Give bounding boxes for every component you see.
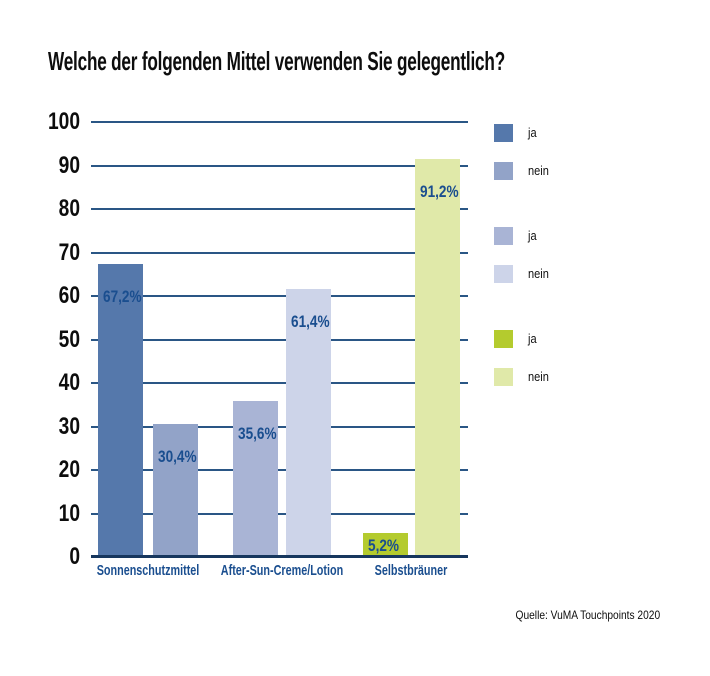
gridline [91,338,468,341]
bar-value-label-after-sun-creme-lotion-ja: 35,6% [238,424,277,443]
bar-value-label-sonnenschutzmittel-ja: 67,2% [103,287,142,306]
gridline [91,251,468,254]
legend-swatch-sonnenschutzmittel-ja [494,124,513,142]
chart-title: Welche der folgenden Mittel verwenden Si… [48,46,505,76]
bar-value-label-selbstbr-uner-ja: 5,2% [368,536,399,555]
legend-label-after-sun-creme-lotion-ja: ja [528,228,537,243]
bar-selbstbr-uner-nein [415,159,460,556]
legend-swatch-after-sun-creme-lotion-nein [494,265,513,283]
gridline [91,208,468,210]
gridline [91,425,468,428]
gridline [91,164,468,167]
gridline [91,121,468,123]
bar-value-label-selbstbr-uner-nein: 91,2% [420,182,459,201]
y-axis-tick-label: 80 [58,195,80,222]
y-axis-tick-label: 10 [58,499,80,527]
legend-label-after-sun-creme-lotion-nein: nein [528,266,549,281]
legend-swatch-after-sun-creme-lotion-ja [494,227,513,245]
y-axis-tick-label: 70 [58,238,80,266]
bar-selbstbr-uner-ja [363,533,408,556]
x-axis-label-selbstbr-uner: Selbstbräuner [374,562,448,579]
legend-swatch-selbstbr-uner-nein [494,368,513,386]
bar-value-label-sonnenschutzmittel-nein: 30,4% [158,447,197,466]
y-axis-tick-label: 40 [58,369,80,396]
gridline [91,295,468,297]
gridline [91,512,468,515]
x-axis-line [91,555,468,558]
y-axis-tick-label: 90 [58,151,80,179]
legend-label-sonnenschutzmittel-ja: ja [528,125,537,140]
y-axis-tick-label: 60 [58,282,80,309]
bar-value-label-after-sun-creme-lotion-nein: 61,4% [291,312,330,331]
y-axis-tick-label: 50 [58,325,80,353]
legend-swatch-sonnenschutzmittel-nein [494,162,513,180]
legend-label-sonnenschutzmittel-nein: nein [528,163,549,178]
y-axis-tick-label: 0 [69,543,80,570]
bar-sonnenschutzmittel-nein [153,424,198,556]
legend-swatch-selbstbr-uner-ja [494,330,513,348]
legend-label-selbstbr-uner-nein: nein [528,369,549,384]
y-axis-tick-label: 100 [47,108,80,135]
y-axis-tick-label: 20 [58,456,80,483]
bar-after-sun-creme-lotion-nein [286,289,331,556]
x-axis-label-sonnenschutzmittel: Sonnenschutzmittel [96,562,200,579]
gridline [91,469,468,471]
gridline [91,382,468,384]
bar-sonnenschutzmittel-ja [98,264,143,556]
bar-after-sun-creme-lotion-ja [233,401,278,556]
legend-label-selbstbr-uner-ja: ja [528,331,537,346]
source-note: Quelle: VuMA Touchpoints 2020 [515,608,660,622]
y-axis-tick-label: 30 [58,412,80,440]
x-axis-label-after-sun-creme-lotion: After-Sun-Creme/Lotion [220,562,344,579]
